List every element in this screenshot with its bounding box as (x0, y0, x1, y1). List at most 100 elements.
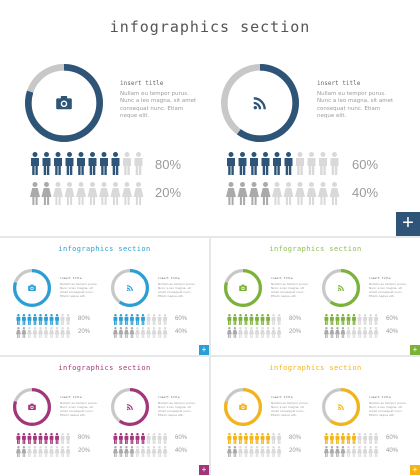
percent-top-left: 80% (289, 435, 302, 441)
male-person-icon (284, 152, 293, 175)
female-person-icon (238, 446, 243, 458)
female-person-icon (271, 446, 276, 458)
male-person-icon (335, 314, 340, 326)
female-person-icon (362, 327, 368, 339)
male-person-icon (271, 314, 276, 326)
male-person-icon (368, 314, 373, 326)
female-person-icon (329, 327, 335, 339)
female-person-icon (318, 182, 328, 205)
male-person-icon (44, 433, 48, 445)
item-title-left: insert title (271, 395, 293, 399)
percent-top-right: 60% (352, 157, 379, 172)
ring-progress-arc (25, 64, 103, 142)
male-person-icon (88, 152, 97, 175)
female-person-icon (43, 327, 49, 339)
male-person-icon (124, 433, 129, 445)
progress-ring-right (221, 64, 299, 142)
slide-magenta: infographics section insert title Nullam… (0, 357, 209, 475)
people-row-female-left (227, 327, 283, 339)
female-person-icon (162, 446, 168, 458)
female-person-icon (60, 327, 65, 339)
ring-progress-arc (322, 269, 360, 307)
male-person-icon (277, 433, 281, 445)
male-person-icon (119, 314, 123, 326)
male-person-icon (135, 314, 140, 326)
female-person-icon (340, 327, 346, 339)
male-person-icon (16, 314, 21, 326)
male-person-icon (227, 433, 232, 445)
male-person-icon (260, 433, 265, 445)
percent-bottom-right: 40% (352, 185, 379, 200)
male-person-icon (100, 152, 108, 175)
male-person-icon (55, 433, 59, 445)
male-person-icon (346, 314, 351, 326)
add-slide-button[interactable]: + (410, 465, 420, 475)
male-person-icon (374, 433, 378, 445)
add-slide-button[interactable]: + (410, 345, 420, 355)
ring-progress-arc (13, 269, 51, 307)
female-person-icon (232, 446, 238, 458)
percent-bottom-left: 20% (155, 185, 182, 200)
female-person-icon (118, 446, 124, 458)
rss-icon (337, 404, 344, 411)
people-row-female-right (324, 327, 380, 339)
male-person-icon (249, 433, 254, 445)
male-person-icon (31, 152, 39, 175)
percent-top-right: 60% (175, 316, 188, 322)
male-person-icon (134, 152, 143, 175)
people-row-male-right (113, 433, 169, 445)
male-person-icon (250, 152, 258, 175)
male-person-icon (65, 152, 74, 175)
male-person-icon (66, 314, 70, 326)
male-person-icon (119, 433, 123, 445)
male-person-icon (113, 314, 118, 326)
male-person-icon (249, 314, 254, 326)
male-person-icon (113, 433, 118, 445)
people-row-male-left (227, 433, 283, 445)
female-person-icon (162, 327, 168, 339)
add-slide-button[interactable]: + (199, 465, 209, 475)
item-body-left: Nullam eu tempor purus. Nunc a leo magna… (60, 282, 98, 299)
male-person-icon (54, 152, 62, 175)
male-person-icon (363, 314, 367, 326)
male-person-icon (319, 152, 327, 175)
item-title-left: insert title (60, 395, 82, 399)
female-person-icon (329, 182, 340, 205)
people-row-female-left (30, 182, 145, 205)
item-title-right: insert title (369, 395, 391, 399)
add-slide-button[interactable]: + (199, 345, 209, 355)
item-title-right: insert title (369, 276, 391, 280)
slide-green: infographics section insert title Nullam… (211, 238, 420, 355)
people-row-male-right (324, 314, 380, 326)
male-person-icon (324, 433, 329, 445)
male-person-icon (77, 152, 85, 175)
item-body-left: Nullam eu tempor purus. Nunc a leo magna… (120, 91, 197, 120)
camera-icon (239, 403, 247, 411)
male-person-icon (27, 314, 32, 326)
female-person-icon (135, 327, 140, 339)
female-person-icon (227, 327, 232, 339)
progress-ring-left (13, 388, 51, 426)
people-row-female-right (113, 327, 169, 339)
male-person-icon (374, 314, 378, 326)
male-person-icon (363, 433, 367, 445)
male-person-icon (233, 433, 237, 445)
female-person-icon (129, 327, 135, 339)
progress-ring-right (322, 388, 360, 426)
female-person-icon (249, 446, 254, 458)
female-person-icon (295, 182, 305, 205)
male-person-icon (152, 314, 156, 326)
female-person-icon (272, 182, 282, 205)
female-person-icon (260, 182, 271, 205)
female-person-icon (340, 446, 346, 458)
add-slide-button[interactable]: + (396, 212, 420, 236)
male-person-icon (42, 152, 51, 175)
female-person-icon (254, 446, 260, 458)
male-person-icon (49, 314, 54, 326)
male-person-icon (141, 314, 145, 326)
female-person-icon (265, 327, 271, 339)
female-person-icon (30, 182, 40, 205)
female-person-icon (98, 182, 109, 205)
female-person-icon (53, 182, 63, 205)
male-person-icon (244, 433, 248, 445)
